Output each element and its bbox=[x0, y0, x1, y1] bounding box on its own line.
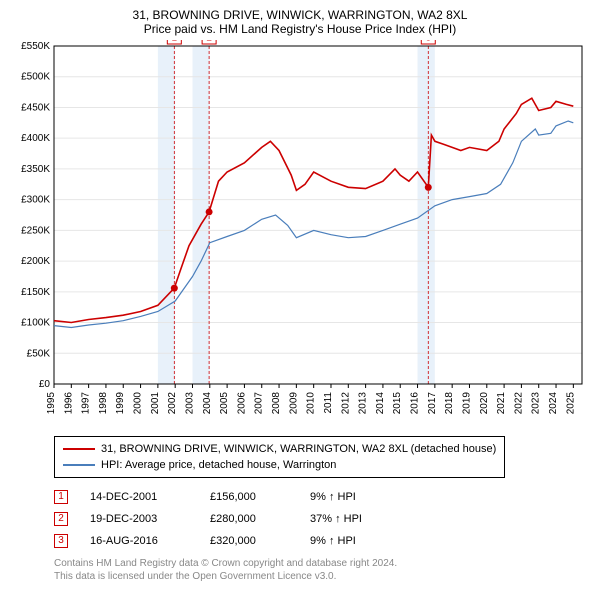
svg-text:1999: 1999 bbox=[115, 392, 126, 415]
svg-text:£550K: £550K bbox=[21, 41, 50, 52]
svg-text:1997: 1997 bbox=[81, 392, 92, 415]
chart-title: 31, BROWNING DRIVE, WINWICK, WARRINGTON,… bbox=[10, 8, 590, 22]
svg-text:2015: 2015 bbox=[392, 392, 403, 415]
legend: 31, BROWNING DRIVE, WINWICK, WARRINGTON,… bbox=[54, 436, 505, 478]
svg-text:2011: 2011 bbox=[323, 392, 334, 414]
svg-text:£400K: £400K bbox=[21, 133, 50, 144]
svg-text:2: 2 bbox=[206, 40, 212, 44]
svg-text:2018: 2018 bbox=[444, 392, 455, 415]
sale-price-1: £156,000 bbox=[210, 491, 310, 503]
svg-text:2014: 2014 bbox=[375, 392, 386, 415]
svg-text:2020: 2020 bbox=[479, 392, 490, 415]
svg-text:£350K: £350K bbox=[21, 164, 50, 175]
sales-table: 1 14-DEC-2001 £156,000 9% ↑ HPI 2 19-DEC… bbox=[54, 486, 590, 552]
svg-text:3: 3 bbox=[425, 40, 431, 44]
svg-text:2022: 2022 bbox=[513, 392, 524, 415]
sale-marker-2: 2 bbox=[54, 512, 68, 526]
svg-text:1996: 1996 bbox=[63, 392, 74, 415]
svg-text:2008: 2008 bbox=[271, 392, 282, 415]
svg-text:2007: 2007 bbox=[254, 392, 265, 415]
footnote-line1: Contains HM Land Registry data © Crown c… bbox=[54, 558, 590, 571]
svg-text:2005: 2005 bbox=[219, 392, 230, 415]
svg-text:1: 1 bbox=[172, 40, 178, 44]
svg-text:2016: 2016 bbox=[410, 392, 421, 415]
svg-text:2025: 2025 bbox=[565, 392, 576, 415]
svg-text:2019: 2019 bbox=[461, 392, 472, 415]
sale-date-1: 14-DEC-2001 bbox=[90, 491, 210, 503]
sale-row-1: 1 14-DEC-2001 £156,000 9% ↑ HPI bbox=[54, 486, 590, 508]
sale-row-3: 3 16-AUG-2016 £320,000 9% ↑ HPI bbox=[54, 530, 590, 552]
svg-text:£500K: £500K bbox=[21, 72, 50, 83]
svg-text:2024: 2024 bbox=[548, 392, 559, 415]
svg-text:2012: 2012 bbox=[340, 392, 351, 415]
svg-text:1995: 1995 bbox=[46, 392, 57, 415]
sale-pct-3: 9% ↑ HPI bbox=[310, 535, 400, 547]
chart-subtitle: Price paid vs. HM Land Registry's House … bbox=[10, 22, 590, 36]
svg-text:£300K: £300K bbox=[21, 195, 50, 206]
svg-text:£150K: £150K bbox=[21, 287, 50, 298]
sale-price-2: £280,000 bbox=[210, 513, 310, 525]
legend-row-hpi: HPI: Average price, detached house, Warr… bbox=[63, 457, 496, 473]
svg-text:£250K: £250K bbox=[21, 225, 50, 236]
svg-text:2003: 2003 bbox=[184, 392, 195, 415]
legend-swatch-property bbox=[63, 448, 95, 450]
legend-label-hpi: HPI: Average price, detached house, Warr… bbox=[101, 459, 336, 471]
svg-text:2002: 2002 bbox=[167, 392, 178, 415]
svg-text:£50K: £50K bbox=[27, 348, 51, 359]
sale-marker-3: 3 bbox=[54, 534, 68, 548]
svg-text:£200K: £200K bbox=[21, 256, 50, 267]
sale-date-3: 16-AUG-2016 bbox=[90, 535, 210, 547]
svg-text:2021: 2021 bbox=[496, 392, 507, 415]
line-chart: £0 £50K £100K £150K £200K £250K £300K £350K £400… bbox=[10, 40, 590, 430]
footnote-line2: This data is licensed under the Open Gov… bbox=[54, 571, 590, 584]
svg-text:2001: 2001 bbox=[150, 392, 161, 415]
sale-pct-2: 37% ↑ HPI bbox=[310, 513, 400, 525]
sale-marker-1: 1 bbox=[54, 490, 68, 504]
legend-row-property: 31, BROWNING DRIVE, WINWICK, WARRINGTON,… bbox=[63, 441, 496, 457]
svg-text:2023: 2023 bbox=[531, 392, 542, 415]
svg-text:2009: 2009 bbox=[288, 392, 299, 415]
sale-price-3: £320,000 bbox=[210, 535, 310, 547]
chart-area: £0 £50K £100K £150K £200K £250K £300K £350K £400… bbox=[10, 40, 590, 430]
footnote: Contains HM Land Registry data © Crown c… bbox=[54, 558, 590, 583]
sale-row-2: 2 19-DEC-2003 £280,000 37% ↑ HPI bbox=[54, 508, 590, 530]
legend-swatch-hpi bbox=[63, 464, 95, 466]
svg-text:2004: 2004 bbox=[202, 392, 213, 415]
sale-pct-1: 9% ↑ HPI bbox=[310, 491, 400, 503]
legend-label-property: 31, BROWNING DRIVE, WINWICK, WARRINGTON,… bbox=[101, 443, 496, 455]
svg-text:£0: £0 bbox=[39, 379, 51, 390]
svg-text:2013: 2013 bbox=[358, 392, 369, 415]
sale-date-2: 19-DEC-2003 bbox=[90, 513, 210, 525]
svg-text:2006: 2006 bbox=[236, 392, 247, 415]
svg-text:£450K: £450K bbox=[21, 102, 50, 113]
svg-text:£100K: £100K bbox=[21, 318, 50, 329]
svg-text:1998: 1998 bbox=[98, 392, 109, 415]
chart-container: 31, BROWNING DRIVE, WINWICK, WARRINGTON,… bbox=[0, 0, 600, 590]
svg-text:2010: 2010 bbox=[306, 392, 317, 415]
svg-text:2000: 2000 bbox=[133, 392, 144, 415]
svg-text:2017: 2017 bbox=[427, 392, 438, 415]
